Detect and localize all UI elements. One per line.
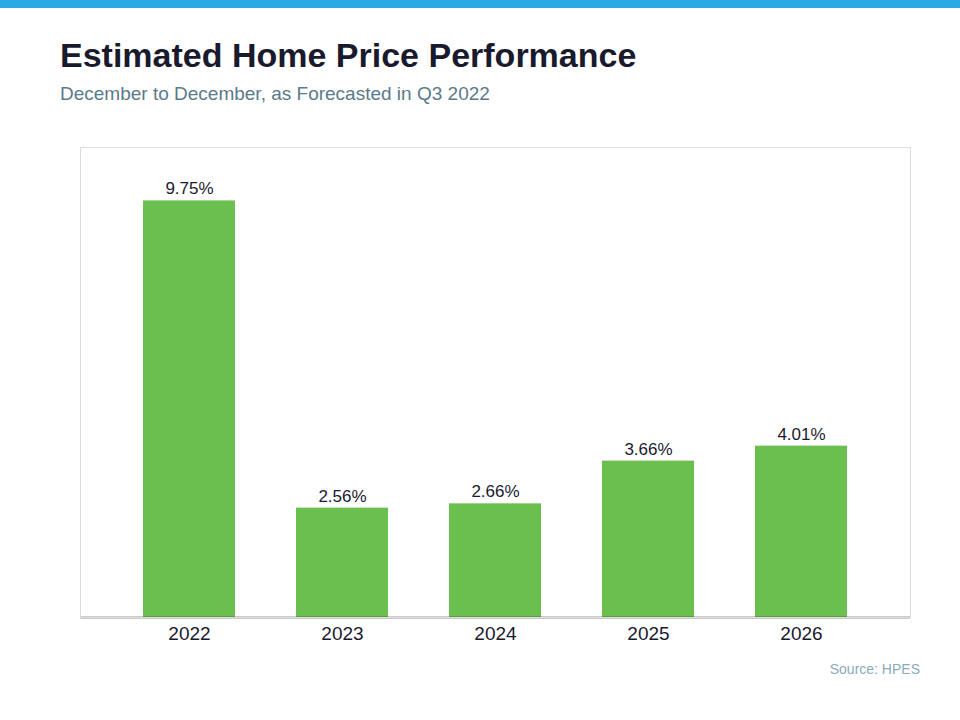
svg-text:9.75%: 9.75% — [165, 179, 213, 198]
html-text:Estimated Home Price Performan: Estimated Home Price Performance — [60, 36, 637, 74]
svg-text:2023: 2023 — [321, 623, 363, 644]
svg-text:4.01%: 4.01% — [777, 425, 825, 444]
svg-text:2.66%: 2.66% — [471, 482, 519, 501]
html-text:Source: HPES: Source: HPES — [829, 661, 920, 677]
svg-text:2022: 2022 — [168, 623, 210, 644]
svg-text:3.66%: 3.66% — [624, 440, 672, 459]
svg-text:2024: 2024 — [474, 623, 517, 644]
svg-text:2026: 2026 — [780, 623, 822, 644]
svg-text:2025: 2025 — [627, 623, 669, 644]
svg-text:2.56%: 2.56% — [318, 487, 366, 506]
html-text:December to December, as Forec: December to December, as Forecasted in Q… — [60, 83, 490, 104]
